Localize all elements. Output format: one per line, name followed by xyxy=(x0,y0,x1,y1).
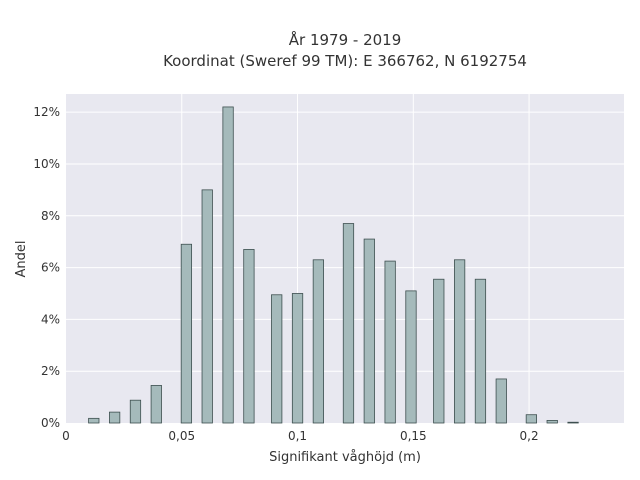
bar xyxy=(109,411,121,424)
bar xyxy=(312,259,324,424)
bar xyxy=(474,278,487,424)
y-tick-labels: 0% 2% 4% 6% 8% 10% 12% xyxy=(33,105,60,430)
y-tick-label: 6% xyxy=(41,261,60,275)
x-tick-label: 0,1 xyxy=(288,429,307,443)
bar xyxy=(495,378,507,424)
bar xyxy=(433,278,445,424)
y-tick-label: 0% xyxy=(41,416,60,430)
x-axis-label: Signifikant våghöjd (m) xyxy=(269,450,421,465)
chart-title: År 1979 - 2019 xyxy=(289,30,402,49)
y-tick-label: 4% xyxy=(41,312,60,326)
bar xyxy=(525,414,537,424)
y-axis-label: Andel xyxy=(14,241,29,278)
bar xyxy=(201,189,213,424)
y-tick-label: 8% xyxy=(41,209,60,223)
bar xyxy=(129,399,142,424)
y-tick-label: 12% xyxy=(33,105,60,119)
bars-group xyxy=(88,106,579,424)
x-tick-label: 0,05 xyxy=(168,429,195,443)
bar xyxy=(567,421,579,424)
bar xyxy=(546,420,558,424)
bar xyxy=(222,106,234,424)
x-tick-label: 0 xyxy=(62,429,70,443)
y-tick-label: 2% xyxy=(41,364,60,378)
bar xyxy=(243,249,255,424)
bar xyxy=(271,294,283,424)
bar xyxy=(150,385,162,424)
bar xyxy=(454,259,466,424)
y-tick-label: 10% xyxy=(33,157,60,171)
chart-subtitle: Koordinat (Sweref 99 TM): E 366762, N 61… xyxy=(163,52,527,70)
x-tick-labels: 0 0,05 0,1 0,15 0,2 xyxy=(62,429,538,443)
bar xyxy=(291,293,304,424)
bar xyxy=(180,243,193,424)
bar xyxy=(384,260,396,424)
x-tick-label: 0,2 xyxy=(520,429,539,443)
bar xyxy=(88,417,100,424)
bar xyxy=(342,223,355,424)
bar xyxy=(405,290,417,424)
bar xyxy=(363,238,375,424)
x-tick-label: 0,15 xyxy=(400,429,427,443)
